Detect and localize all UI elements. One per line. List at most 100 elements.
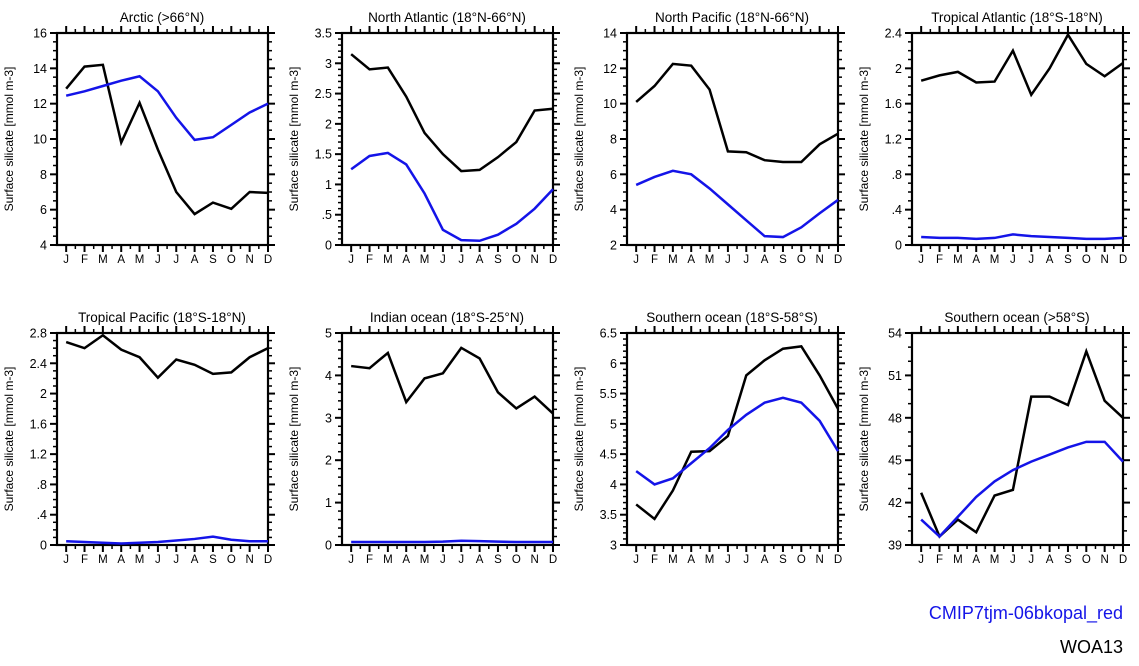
- plot-area: J F M A M J J A S O N D0.4.81.21.622.42.8: [30, 326, 275, 566]
- y-axis-title: Surface silicate [mmol m-3]: [2, 67, 16, 212]
- y-tick-label: 2.8: [30, 327, 47, 341]
- chart-panel-tropical-atlantic: Tropical Atlantic (18°S-18°N) Surface si…: [857, 10, 1130, 266]
- y-tick-label: 3: [325, 411, 332, 425]
- model-line: [350, 151, 554, 243]
- chart-panel-southern-ocean-high: Southern ocean (>58°S) Surface silicate …: [857, 310, 1130, 566]
- x-tick-label: O: [227, 254, 236, 266]
- legend-entry-model: CMIP7tjm-06bkopal_red: [928, 603, 1123, 623]
- x-tick-label: O: [1082, 554, 1091, 566]
- y-tick-label: 14: [33, 62, 47, 76]
- x-tick-label: A: [402, 254, 410, 266]
- x-tick-label: M: [383, 254, 393, 266]
- x-tick-label: M: [705, 554, 715, 566]
- y-tick-label: 1: [325, 178, 332, 192]
- plot-frame: [625, 331, 840, 547]
- y-axis-title: Surface silicate [mmol m-3]: [2, 367, 16, 512]
- x-tick-label: J: [348, 254, 354, 266]
- plot-frame: [340, 31, 555, 247]
- y-tick-label: 6: [610, 168, 617, 182]
- y-tick-label: 0: [325, 239, 332, 253]
- x-tick-label: N: [245, 254, 253, 266]
- x-tick-label: J: [440, 554, 446, 566]
- plot-frame: [55, 31, 270, 247]
- x-tick-label: J: [725, 254, 731, 266]
- x-tick-label: O: [512, 254, 521, 266]
- y-tick-label: 51: [888, 369, 902, 383]
- y-tick-label: 48: [888, 411, 902, 425]
- x-tick-label: D: [1119, 554, 1127, 566]
- x-tick-label: S: [209, 554, 217, 566]
- plot-frame: [910, 31, 1125, 247]
- x-tick-label: N: [1100, 254, 1108, 266]
- y-tick-label: .4: [892, 203, 902, 217]
- x-tick-label: M: [420, 554, 430, 566]
- x-tick-label: F: [936, 554, 943, 566]
- chart-title: North Atlantic (18°N-66°N): [368, 10, 526, 25]
- x-tick-label: O: [1082, 254, 1091, 266]
- model-line: [65, 74, 269, 142]
- chart-title: Southern ocean (18°S-58°S): [646, 310, 817, 325]
- chart-title: Tropical Atlantic (18°S-18°N): [931, 10, 1103, 25]
- y-axis-title: Surface silicate [mmol m-3]: [857, 67, 871, 212]
- y-tick-label: 0: [895, 239, 902, 253]
- woa13-line: [351, 346, 554, 415]
- x-tick-label: O: [227, 554, 236, 566]
- x-tick-label: M: [990, 554, 1000, 566]
- x-tick-label: O: [797, 254, 806, 266]
- x-tick-label: A: [761, 254, 769, 266]
- woa13-line: [65, 333, 269, 380]
- y-tick-label: 2: [610, 239, 617, 253]
- y-tick-label: 6.5: [600, 327, 617, 341]
- y-tick-label: 4: [325, 369, 332, 383]
- y-tick-label: 1.6: [885, 97, 902, 111]
- y-tick-label: 42: [888, 496, 902, 510]
- x-tick-label: M: [420, 254, 430, 266]
- y-axis-title: Surface silicate [mmol m-3]: [287, 67, 301, 212]
- x-tick-label: F: [366, 254, 373, 266]
- x-tick-label: D: [834, 554, 842, 566]
- chart-title: Arctic (>66°N): [120, 10, 205, 25]
- x-tick-label: S: [779, 554, 787, 566]
- y-tick-label: .8: [37, 478, 47, 492]
- x-tick-label: S: [494, 554, 502, 566]
- y-tick-label: 4: [610, 203, 617, 217]
- x-tick-label: J: [743, 254, 749, 266]
- plot-frame: [910, 331, 1125, 547]
- x-tick-label: J: [458, 554, 464, 566]
- y-tick-label: 3.5: [315, 27, 332, 41]
- x-tick-label: M: [668, 554, 678, 566]
- x-tick-label: A: [972, 254, 980, 266]
- y-tick-label: 10: [603, 97, 617, 111]
- x-tick-label: D: [834, 254, 842, 266]
- x-tick-label: F: [651, 254, 658, 266]
- y-tick-label: 2: [325, 454, 332, 468]
- y-tick-label: 2.4: [30, 357, 47, 371]
- y-tick-label: 5: [325, 327, 332, 341]
- y-tick-label: 3.5: [600, 508, 617, 522]
- y-tick-label: 0: [40, 539, 47, 553]
- y-tick-label: 1: [325, 496, 332, 510]
- y-tick-label: 12: [33, 97, 47, 111]
- x-tick-label: D: [1119, 254, 1127, 266]
- y-tick-label: 4: [610, 478, 617, 492]
- x-tick-label: M: [98, 554, 108, 566]
- x-tick-label: O: [512, 554, 521, 566]
- x-tick-label: M: [135, 254, 145, 266]
- x-tick-label: M: [705, 254, 715, 266]
- x-tick-label: J: [63, 554, 69, 566]
- x-tick-label: A: [476, 554, 484, 566]
- y-tick-label: 39: [888, 539, 902, 553]
- x-tick-label: A: [687, 554, 695, 566]
- chart-title: North Pacific (18°N-66°N): [655, 10, 809, 25]
- woa13-line: [920, 32, 1124, 98]
- x-tick-label: F: [651, 554, 658, 566]
- x-tick-label: A: [117, 254, 125, 266]
- y-tick-label: .5: [322, 208, 332, 222]
- y-tick-label: 2: [325, 117, 332, 131]
- x-tick-label: J: [725, 554, 731, 566]
- woa13-line: [65, 63, 269, 216]
- x-tick-label: J: [1010, 554, 1016, 566]
- x-tick-label: N: [530, 554, 538, 566]
- x-tick-label: M: [383, 554, 393, 566]
